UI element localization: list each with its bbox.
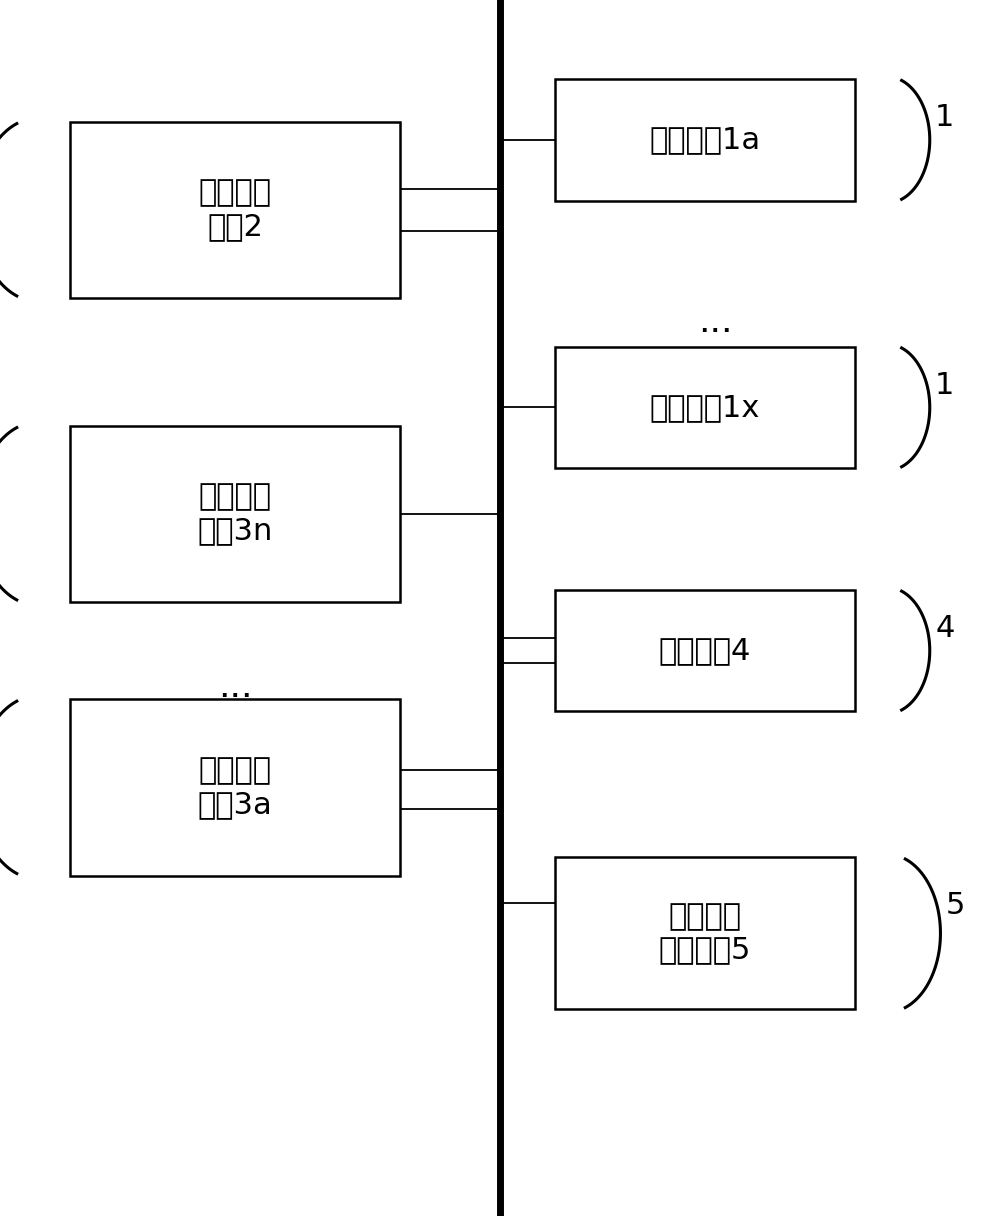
Text: 4: 4 xyxy=(935,614,954,643)
Bar xyxy=(555,857,855,1009)
Text: 基站节点1x: 基站节点1x xyxy=(650,393,760,422)
Text: ...: ... xyxy=(698,305,732,339)
Text: 客户信息
系统节点5: 客户信息 系统节点5 xyxy=(659,902,751,964)
Text: 副卡终端
节点3n: 副卡终端 节点3n xyxy=(197,483,273,545)
Text: ...: ... xyxy=(218,670,252,704)
Bar xyxy=(70,426,400,602)
Bar xyxy=(70,122,400,298)
Bar xyxy=(70,699,400,876)
Text: 1: 1 xyxy=(935,103,954,133)
Text: 副卡终端
节点3a: 副卡终端 节点3a xyxy=(198,756,272,818)
Text: 基站节点1a: 基站节点1a xyxy=(649,125,761,154)
Bar xyxy=(555,347,855,468)
Text: 1: 1 xyxy=(935,371,954,400)
Text: 记账节点4: 记账节点4 xyxy=(659,636,751,665)
Text: 主卡终端
节点2: 主卡终端 节点2 xyxy=(199,179,272,241)
Bar xyxy=(555,79,855,201)
Bar xyxy=(555,590,855,711)
Text: 5: 5 xyxy=(946,891,965,921)
